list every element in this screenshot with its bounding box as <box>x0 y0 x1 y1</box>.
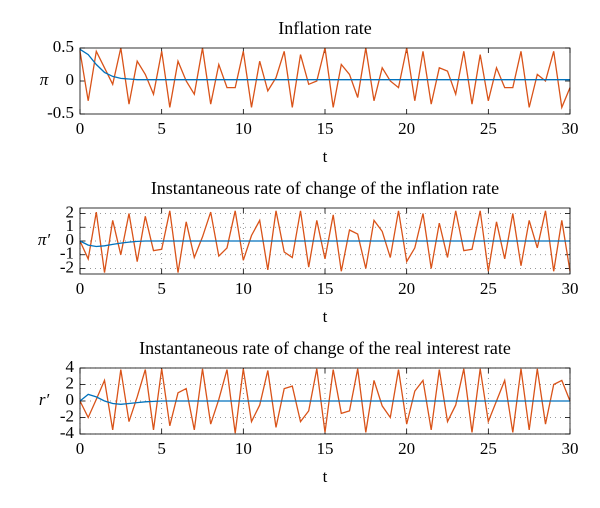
chart-title: Inflation rate <box>278 18 371 38</box>
x-tick-label: 25 <box>480 439 497 458</box>
line-series <box>79 368 571 434</box>
x-tick-label: 10 <box>235 439 252 458</box>
plot-frame <box>79 367 571 435</box>
x-tick-label: 25 <box>480 119 497 138</box>
x-tick-label: 10 <box>235 279 252 298</box>
line-series <box>79 47 571 110</box>
x-tick-label: 20 <box>398 279 415 298</box>
x-axis-label: t <box>323 147 328 166</box>
y-tick-label: -1 <box>60 244 74 263</box>
x-tick-label: 5 <box>157 439 166 458</box>
x-tick-label: 0 <box>76 439 85 458</box>
x-tick-label: 20 <box>398 119 415 138</box>
y-tick-label: 0 <box>66 70 75 89</box>
y-tick-label: 2 <box>66 373 75 392</box>
x-tick-label: 15 <box>317 439 334 458</box>
x-tick-label: 0 <box>76 119 85 138</box>
x-tick-label: 5 <box>157 119 166 138</box>
x-tick-label: 30 <box>562 279 579 298</box>
chart-title: Instantaneous rate of change of the infl… <box>151 178 499 198</box>
y-tick-label: -4 <box>60 423 75 442</box>
plot-frame <box>79 207 571 275</box>
x-axis-label: t <box>323 307 328 326</box>
line-series <box>79 48 570 81</box>
y-tick-label: -0.5 <box>47 103 74 122</box>
y-tick-label: -2 <box>60 406 74 425</box>
y-tick-label: 0 <box>66 390 75 409</box>
x-tick-label: 25 <box>480 279 497 298</box>
line-series <box>79 240 570 248</box>
chart-title: Instantaneous rate of change of the real… <box>139 338 511 358</box>
x-tick-label: 0 <box>76 279 85 298</box>
x-tick-label: 30 <box>562 119 579 138</box>
x-tick-label: 15 <box>317 279 334 298</box>
y-tick-label: 1 <box>66 216 75 235</box>
y-tick-label: -2 <box>60 257 74 276</box>
line-series <box>79 210 571 273</box>
y-tick-label: 0.5 <box>53 37 74 56</box>
x-tick-label: 5 <box>157 279 166 298</box>
y-axis-label: π <box>40 70 49 89</box>
x-tick-label: 10 <box>235 119 252 138</box>
x-axis-label: t <box>323 467 328 486</box>
y-tick-label: 4 <box>66 357 75 376</box>
y-axis-label: π′ <box>38 230 51 249</box>
x-tick-label: 15 <box>317 119 334 138</box>
plot-frame <box>79 47 571 115</box>
line-series <box>79 393 570 405</box>
x-tick-label: 30 <box>562 439 579 458</box>
y-axis-label: r′ <box>39 390 50 409</box>
x-tick-label: 20 <box>398 439 415 458</box>
y-tick-label: 2 <box>66 202 75 221</box>
y-tick-label: 0 <box>66 230 75 249</box>
